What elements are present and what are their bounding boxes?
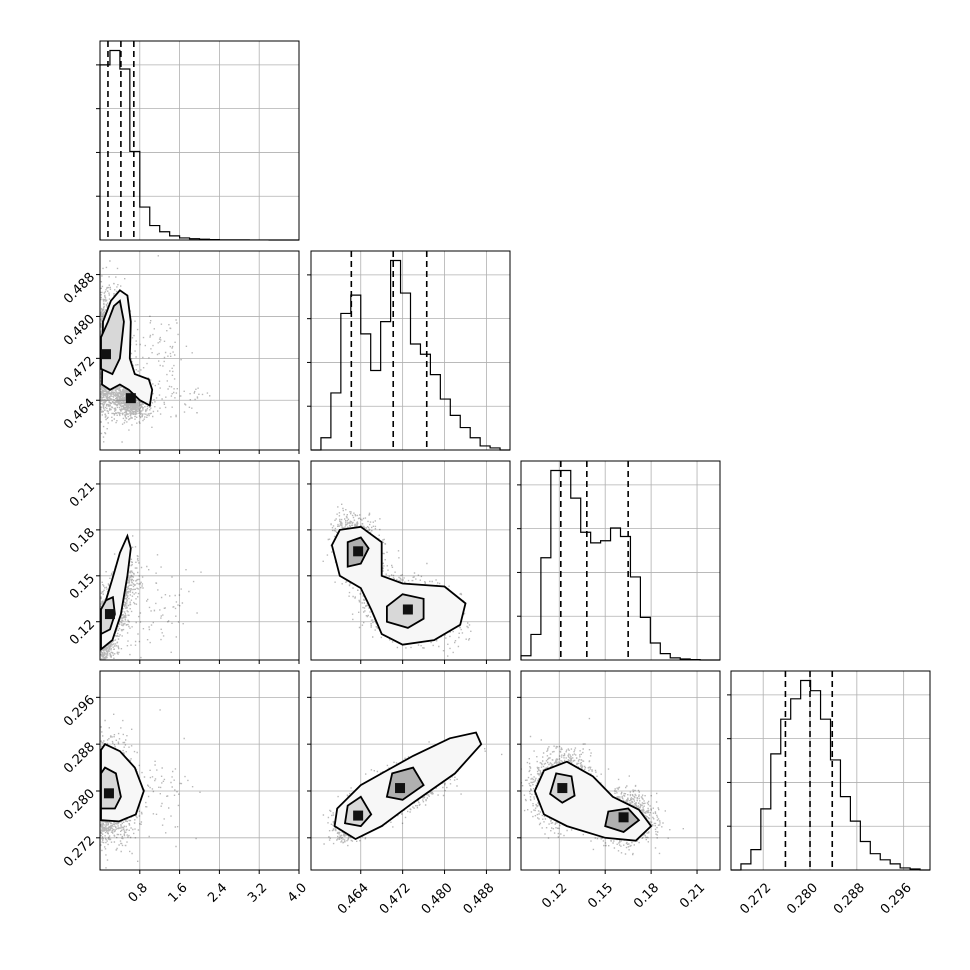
axes-frame	[730, 670, 931, 871]
x-tick-label: 0.21	[677, 880, 708, 911]
panel-content	[311, 461, 510, 660]
pair-panel-p2-p4	[307, 670, 511, 874]
density-peak	[618, 812, 629, 823]
y-tick-label: 0.488	[61, 270, 98, 307]
x-tick-label: 0.296	[878, 880, 915, 917]
histogram-p3	[520, 469, 720, 661]
axes-frame	[520, 670, 721, 871]
pair-panel-p1-p3	[96, 460, 300, 664]
pair-panel-p3-p4	[517, 670, 721, 874]
panel-content	[100, 671, 299, 870]
hist-panel-p2	[307, 250, 511, 451]
density-peak	[100, 349, 111, 360]
panel-content	[521, 671, 720, 870]
x-tick-label: 0.488	[461, 880, 498, 917]
y-tick-label: 0.296	[61, 693, 98, 730]
x-tick-label: 0.288	[831, 880, 868, 917]
density-peak	[353, 546, 364, 557]
x-tick-label: 0.472	[377, 880, 414, 917]
panel-content	[100, 461, 299, 660]
axes-frame	[99, 40, 300, 241]
x-tick-label: 0.12	[539, 880, 570, 911]
y-tick-label: 0.18	[67, 525, 98, 556]
x-tick-label: 1.6	[165, 880, 190, 905]
x-tick-label: 3.2	[245, 880, 270, 905]
x-tick-label: 0.18	[631, 880, 662, 911]
panel-content	[100, 251, 299, 450]
axes-frame	[310, 460, 511, 661]
hist-panel-p4	[727, 670, 931, 871]
x-tick-label: 4.0	[285, 880, 310, 905]
histogram-p4	[731, 679, 930, 871]
x-tick-label: 0.480	[419, 880, 456, 917]
hist-panel-p3	[517, 460, 721, 661]
pair-panel-p2-p3	[307, 460, 511, 664]
y-tick-label: 0.464	[61, 396, 98, 433]
axes-frame	[310, 250, 511, 451]
y-tick-label: 0.21	[67, 479, 98, 510]
y-tick-label: 0.472	[61, 354, 98, 391]
density-peak	[395, 783, 406, 794]
y-tick-label: 0.272	[61, 833, 98, 870]
y-tick-label: 0.480	[61, 312, 98, 349]
axes-frame	[520, 460, 721, 661]
histogram-p2	[311, 259, 510, 451]
density-peak	[104, 609, 115, 620]
hist-panel-p1	[96, 40, 300, 241]
x-tick-label: 0.8	[126, 880, 151, 905]
x-tick-label: 2.4	[205, 880, 230, 905]
axes-frame	[99, 460, 300, 661]
x-tick-label: 0.272	[737, 880, 774, 917]
histogram-p1	[99, 49, 299, 241]
density-peak	[125, 393, 136, 404]
x-tick-label: 0.280	[784, 880, 821, 917]
y-tick-label: 0.15	[67, 571, 98, 602]
pair-panel-p1-p2	[96, 250, 300, 454]
panel-content	[311, 671, 510, 870]
pair-panel-p1-p4	[96, 670, 300, 874]
density-peak	[103, 788, 114, 799]
x-tick-label: 0.15	[585, 880, 616, 911]
y-tick-label: 0.288	[61, 740, 98, 777]
y-tick-label: 0.12	[67, 617, 98, 648]
y-tick-label: 0.280	[61, 786, 98, 823]
contour-level	[533, 760, 653, 842]
x-tick-label: 0.464	[335, 880, 372, 917]
density-peak	[353, 810, 364, 821]
axes-frame	[99, 250, 300, 451]
axes-frame	[99, 670, 300, 871]
density-peak	[557, 783, 568, 794]
density-peak	[402, 604, 413, 615]
axes-frame	[310, 670, 511, 871]
